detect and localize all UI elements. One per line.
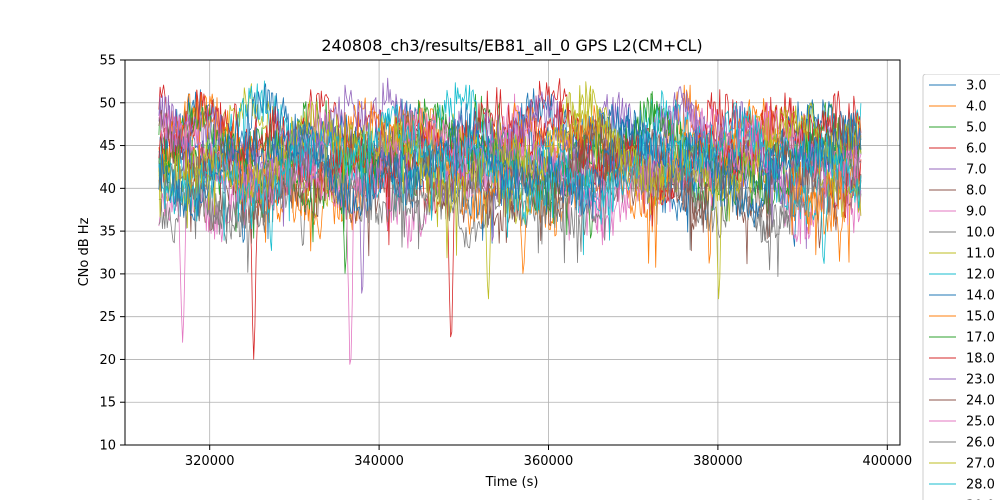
series-layer bbox=[158, 77, 862, 365]
series-line bbox=[158, 103, 862, 228]
legend-item-label: 24.0 bbox=[966, 394, 995, 409]
legend-item-label: 18.0 bbox=[966, 352, 995, 367]
axis-ticks: 320000 340000 360000 380000 400000 10 15 20 25 30… bbox=[99, 54, 912, 470]
y-tick-label: 55 bbox=[99, 54, 116, 69]
x-tick-label: 360000 bbox=[524, 454, 574, 469]
legend-item-label: 5.0 bbox=[966, 121, 987, 136]
legend-item-label: 11.0 bbox=[966, 247, 995, 262]
legend-item-label: 17.0 bbox=[966, 331, 995, 346]
y-tick-label: 35 bbox=[99, 225, 116, 240]
x-tick-label: 380000 bbox=[693, 454, 743, 469]
legend-item-label: 28.0 bbox=[966, 478, 995, 493]
legend-item-label: 4.0 bbox=[966, 100, 987, 115]
legend-item-label: 27.0 bbox=[966, 457, 995, 472]
x-tick-label: 320000 bbox=[185, 454, 235, 469]
legend-item-label: 10.0 bbox=[966, 226, 995, 241]
legend-item-label: 8.0 bbox=[966, 184, 987, 199]
legend-item-label: 15.0 bbox=[966, 310, 995, 325]
y-tick-label: 30 bbox=[99, 267, 116, 282]
legend-item-label: 7.0 bbox=[966, 163, 987, 178]
legend-item-label: 3.0 bbox=[966, 79, 987, 94]
x-tick-label: 340000 bbox=[354, 454, 404, 469]
legend-item-label: 30.0 bbox=[966, 499, 995, 500]
legend-item-label: 26.0 bbox=[966, 436, 995, 451]
legend: 3.0 4.0 5.0 6.0 7.0 8.0 9.0 10.0 11.0 12.0 14.0 15.… bbox=[922, 74, 1000, 500]
y-tick-label: 25 bbox=[99, 310, 116, 325]
legend-item-label: 14.0 bbox=[966, 289, 995, 304]
series-line bbox=[158, 87, 862, 246]
y-tick-label: 45 bbox=[99, 139, 116, 154]
series-line bbox=[158, 102, 862, 251]
legend-item-label: 23.0 bbox=[966, 373, 995, 388]
y-axis-title: CNo dB Hz bbox=[77, 217, 92, 286]
y-tick-label: 15 bbox=[99, 396, 116, 411]
legend-item-label: 12.0 bbox=[966, 268, 995, 283]
plot-frame bbox=[124, 59, 901, 446]
y-tick-label: 20 bbox=[99, 353, 116, 368]
legend-item-label: 25.0 bbox=[966, 415, 995, 430]
y-tick-label: 10 bbox=[99, 439, 116, 454]
y-tick-label: 50 bbox=[99, 96, 116, 111]
legend-frame bbox=[922, 74, 1000, 500]
y-tick-label: 40 bbox=[99, 182, 116, 197]
legend-item-label: 6.0 bbox=[966, 142, 987, 157]
legend-item-label: 9.0 bbox=[966, 205, 987, 220]
x-tick-label: 400000 bbox=[862, 454, 912, 469]
chart-title: 240808_ch3/results/EB81_all_0 GPS L2(CM+… bbox=[321, 36, 702, 56]
x-axis-title: Time (s) bbox=[485, 475, 539, 490]
